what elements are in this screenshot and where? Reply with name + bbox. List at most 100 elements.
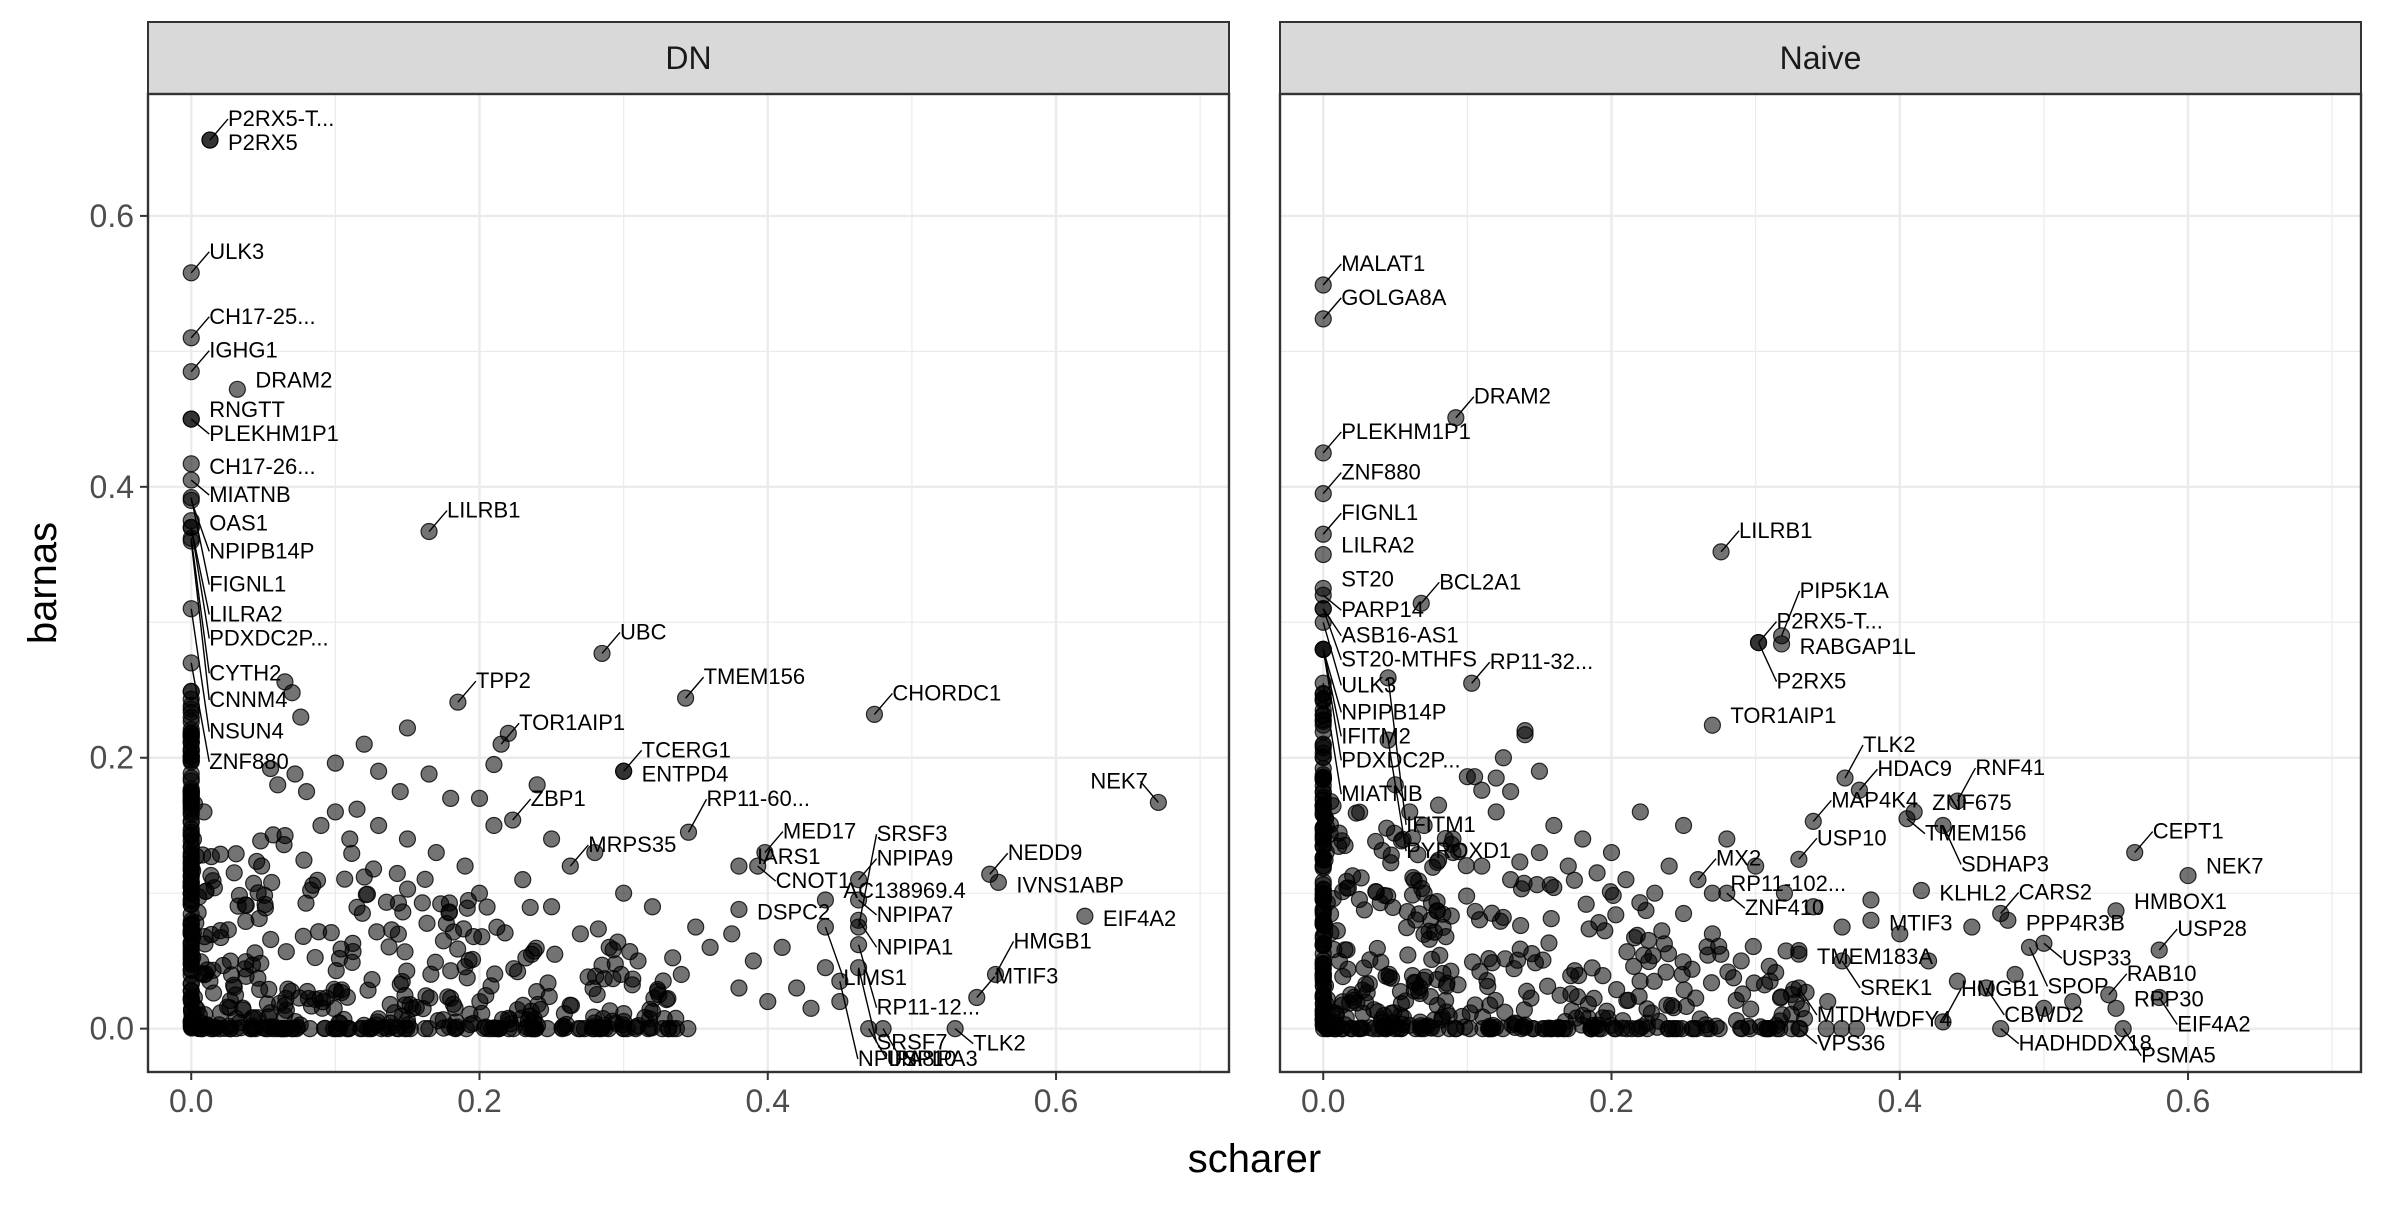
data-point xyxy=(245,874,263,892)
point-label: PYROXD1 xyxy=(1406,838,1511,863)
point-label: USP10 xyxy=(1817,825,1887,850)
point-label: ASB16-AS1 xyxy=(1341,623,1458,648)
data-point xyxy=(643,898,662,916)
data-point xyxy=(555,1004,574,1023)
point-label: LIMS1 xyxy=(843,965,907,990)
data-point xyxy=(1635,946,1653,964)
data-point xyxy=(277,1020,295,1038)
data-point xyxy=(389,894,408,912)
data-point xyxy=(1410,905,1428,923)
data-point xyxy=(212,1004,230,1022)
data-point xyxy=(525,1020,543,1038)
data-point xyxy=(440,903,459,921)
data-point xyxy=(1502,783,1520,801)
data-point xyxy=(370,816,388,835)
data-point xyxy=(1526,954,1545,972)
point-label: CHORDC1 xyxy=(892,680,1001,705)
data-point xyxy=(1618,991,1636,1010)
y-tick-label: 0.6 xyxy=(90,198,134,234)
label-leader-line xyxy=(1798,837,1818,860)
label-leader-line xyxy=(190,540,210,701)
label-leader-line xyxy=(457,680,477,703)
data-point xyxy=(1590,914,1608,932)
data-point xyxy=(1745,974,1763,992)
point-label: ULK3 xyxy=(209,239,264,264)
point-label: EIF4A2 xyxy=(1103,906,1176,931)
label-leader-line xyxy=(1322,297,1342,320)
label-leader-line xyxy=(1841,960,1861,989)
point-label: BCL2A1 xyxy=(1439,569,1521,594)
label-leader-line xyxy=(1322,512,1342,535)
data-point xyxy=(540,987,558,1006)
point-label: MRPS35 xyxy=(588,832,676,857)
data-point xyxy=(1565,871,1584,889)
label-leader-line xyxy=(1697,858,1717,881)
data-point xyxy=(1732,952,1750,970)
x-axis-title: scharer xyxy=(1188,1137,1321,1181)
data-point xyxy=(327,962,345,980)
labeled-data-point xyxy=(1862,911,1880,929)
data-point xyxy=(1524,1020,1542,1038)
data-point xyxy=(324,1020,343,1038)
data-point xyxy=(1487,803,1505,821)
label-leader-line xyxy=(2158,928,2178,951)
point-label: CNOT1 xyxy=(776,868,851,893)
data-point xyxy=(606,955,624,973)
label-leader-line xyxy=(976,976,996,998)
panel-border xyxy=(1278,92,2363,1074)
point-label: ZBP1 xyxy=(531,786,586,811)
label-leader-line xyxy=(839,981,859,1060)
data-point xyxy=(490,1020,508,1038)
data-point xyxy=(659,1020,677,1038)
x-tick-label: 0.0 xyxy=(1301,1083,1345,1119)
data-point xyxy=(1399,946,1417,964)
label-leader-line xyxy=(1387,677,1407,825)
data-point xyxy=(1582,1020,1600,1038)
data-point xyxy=(380,938,398,956)
x-tick-label: 0.6 xyxy=(1034,1083,1078,1119)
point-label: NEK7 xyxy=(1090,768,1147,793)
label-leader-line xyxy=(190,418,210,435)
data-point xyxy=(589,920,607,938)
data-point xyxy=(1409,846,1427,864)
data-point xyxy=(269,776,287,794)
data-point xyxy=(1511,940,1529,958)
data-point xyxy=(381,995,399,1014)
data-point xyxy=(473,928,491,946)
data-point xyxy=(1515,1001,1533,1019)
label-leader-line xyxy=(2108,973,2128,996)
x-tick-label: 0.4 xyxy=(746,1083,790,1119)
data-point xyxy=(1518,982,1536,1000)
label-leader-line xyxy=(1420,581,1440,604)
data-point xyxy=(1891,925,1909,943)
data-point xyxy=(1718,830,1736,848)
point-label: CARS2 xyxy=(2019,880,2092,905)
label-leader-line xyxy=(857,944,878,1008)
data-point xyxy=(1355,959,1373,977)
panel-strip xyxy=(1279,21,2362,95)
point-label: P2RX5 xyxy=(1777,669,1847,694)
point-label: P2RX5 xyxy=(228,130,298,155)
data-point xyxy=(1540,934,1558,952)
data-point xyxy=(615,884,633,902)
data-point xyxy=(1724,969,1743,987)
labeled-data-point xyxy=(2179,866,2197,885)
data-point xyxy=(1761,972,1779,990)
data-point xyxy=(1376,1020,1395,1038)
data-point xyxy=(1392,1020,1410,1038)
data-point xyxy=(672,965,690,984)
x-tick-label: 0.4 xyxy=(1878,1083,1922,1119)
point-label: LILRA2 xyxy=(1341,533,1414,558)
label-leader-line xyxy=(623,749,643,772)
data-point xyxy=(521,898,539,917)
data-point xyxy=(1530,762,1549,780)
label-leader-line xyxy=(1322,608,1342,637)
data-point xyxy=(1511,853,1529,871)
data-point xyxy=(398,719,417,737)
labeled-data-point xyxy=(989,873,1007,891)
label-leader-line xyxy=(190,479,210,496)
data-point xyxy=(341,830,359,848)
point-label: PARP14 xyxy=(1341,597,1424,622)
label-leader-line xyxy=(764,831,784,854)
